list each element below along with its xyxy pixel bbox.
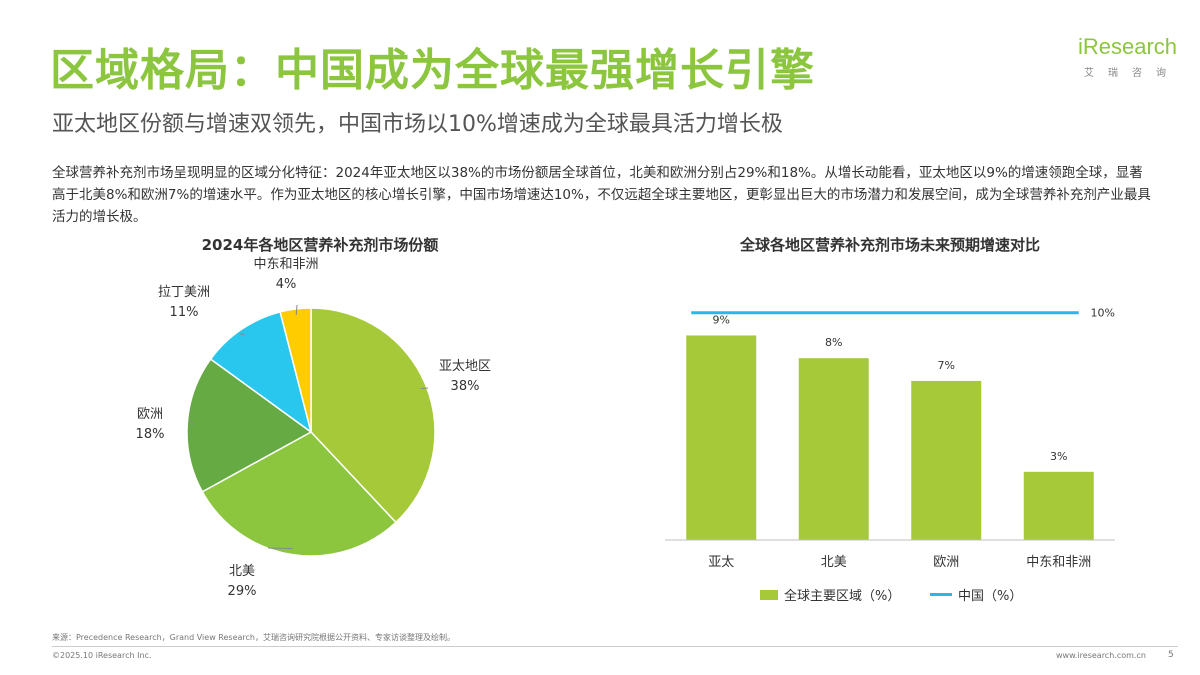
pie-label-1: 北美 bbox=[229, 564, 255, 579]
page-subtitle: 亚太地区份额与增速双领先，中国市场以10%增速成为全球最具活力增长极 bbox=[52, 112, 783, 137]
logo-brand-cn: 艾瑞咨询 bbox=[1084, 68, 1180, 79]
pie-chart: 亚太地区 38% 北美 29% 欧洲 18% 拉丁美洲 11% 中东和非洲 4% bbox=[136, 257, 491, 599]
pie-leader-line-4 bbox=[295, 304, 298, 315]
bar-0 bbox=[686, 335, 757, 540]
pie-leader-line-0 bbox=[420, 387, 429, 390]
bar-value-0: 9% bbox=[713, 313, 730, 326]
pie-slice-0 bbox=[310, 307, 436, 524]
pie-value-1: 29% bbox=[228, 584, 257, 599]
legend-bar: 全球主要区域（%） bbox=[760, 585, 900, 604]
page-title: 区域格局：中国成为全球最强增长引擎 bbox=[50, 45, 815, 96]
logo-brand: iResearch bbox=[1078, 34, 1178, 59]
bar-chart-title: 全球各地区营养补充剂市场未来预期增速对比 bbox=[739, 236, 1040, 254]
pie-value-2: 18% bbox=[136, 427, 165, 442]
pie-label-3: 拉丁美洲 bbox=[158, 285, 210, 300]
pie-label-4: 中东和非洲 bbox=[253, 257, 318, 272]
bar-2 bbox=[911, 380, 982, 540]
pie-slice-2 bbox=[186, 358, 313, 493]
pie-slice-1 bbox=[201, 431, 397, 557]
pie-label-0: 亚太地区 bbox=[439, 359, 491, 374]
iresearch-logo: iResearch 艾瑞咨询 bbox=[1068, 28, 1178, 82]
legend-bar-label: 全球主要区域（%） bbox=[784, 589, 901, 604]
x-tick-label-0: 亚太 bbox=[708, 555, 734, 570]
x-tick-label-3: 中东和非洲 bbox=[1026, 555, 1091, 570]
legend-line-label: 中国（%） bbox=[958, 589, 1023, 604]
bar-chart: 9% 亚太 8% 北美 7% 欧洲 3% 中东和非洲 10% bbox=[665, 307, 1115, 570]
legend-bar-swatch bbox=[760, 589, 778, 600]
pie-leader-line-1 bbox=[267, 547, 293, 550]
page-number: 5 bbox=[1168, 650, 1174, 660]
china-reference-value: 10% bbox=[1091, 307, 1115, 320]
legend-line-swatch bbox=[930, 593, 952, 596]
footer-divider bbox=[52, 646, 1178, 647]
pie-value-4: 4% bbox=[276, 277, 297, 292]
pie-slice-4 bbox=[279, 307, 312, 433]
pie-label-2: 欧洲 bbox=[137, 407, 163, 422]
bar-value-3: 3% bbox=[1050, 450, 1067, 463]
body-paragraph: 全球营养补充剂市场呈现明显的区域分化特征：2024年亚太地区以38%的市场份额居… bbox=[52, 165, 1151, 225]
x-tick-label-2: 欧洲 bbox=[933, 555, 959, 570]
legend-line: 中国（%） bbox=[930, 585, 1022, 604]
website-link[interactable]: www.iresearch.com.cn bbox=[1056, 651, 1146, 660]
pie-chart-title: 2024年各地区营养补充剂市场份额 bbox=[201, 236, 439, 254]
copyright: ©2025.10 iResearch Inc. bbox=[52, 651, 152, 660]
pie-value-3: 11% bbox=[170, 305, 199, 320]
pie-value-0: 38% bbox=[451, 379, 480, 394]
x-tick-label-1: 北美 bbox=[821, 555, 847, 570]
bar-value-2: 7% bbox=[938, 359, 955, 372]
bar-value-1: 8% bbox=[825, 336, 842, 349]
pie-slice-3 bbox=[209, 310, 313, 434]
source-note: 来源：Precedence Research，Grand View Resear… bbox=[52, 633, 455, 642]
bar-3 bbox=[1023, 471, 1094, 540]
bar-1 bbox=[798, 358, 869, 540]
pie-leader-line-2 bbox=[189, 419, 194, 425]
